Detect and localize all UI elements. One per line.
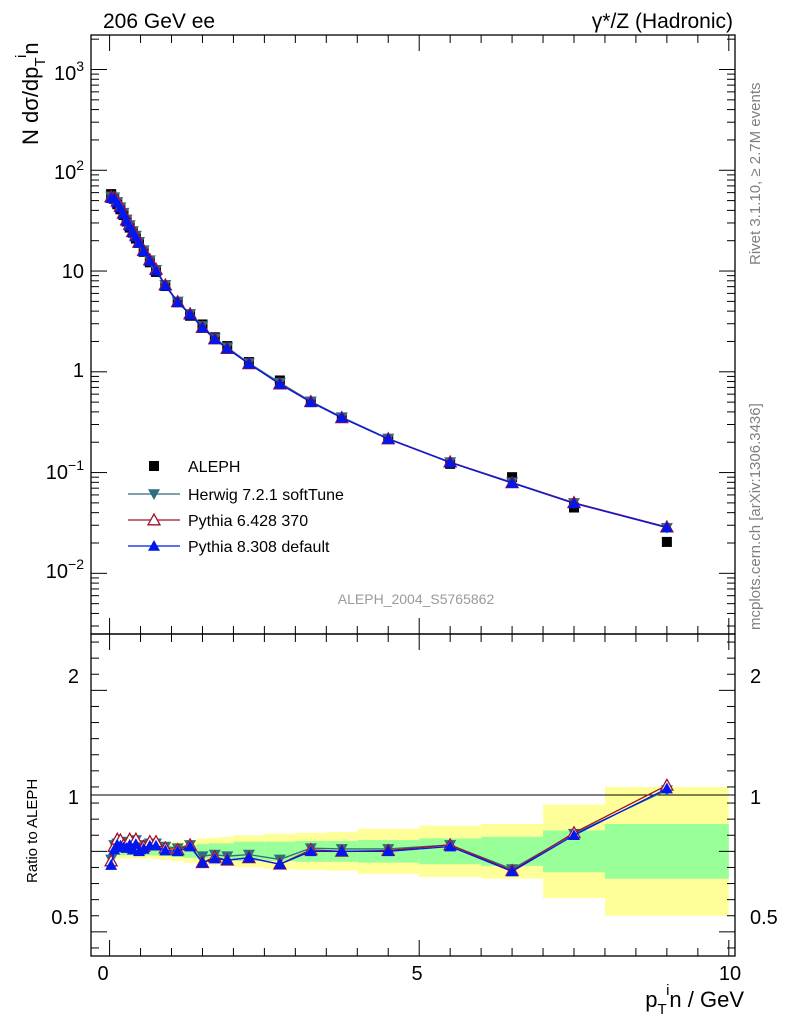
data-point: [150, 264, 163, 276]
inner-band-segment: [152, 847, 160, 856]
data-point: [661, 536, 672, 547]
main-y-tick-label: 102: [54, 157, 84, 184]
data-point: [171, 296, 184, 308]
ratio-y-axis-label: Ratio to ALEPH: [24, 779, 41, 883]
legend-label: Herwig 7.2.1 softTune: [188, 487, 344, 504]
ratio-point: [159, 844, 172, 856]
series-line: [111, 197, 668, 529]
ratio-y-tick-label-left: 2: [68, 666, 79, 688]
data-point: [143, 254, 156, 266]
data-point: [568, 497, 580, 509]
ratio-point: [221, 854, 234, 866]
main-y-tick-labels: 10−2 10−1 1 10 102 103: [46, 58, 84, 583]
ratio-point: [382, 845, 395, 857]
legend-marker: [146, 512, 162, 526]
ratio-point: [660, 782, 673, 794]
legend-label: ALEPH: [188, 459, 240, 476]
data-point: [196, 321, 209, 333]
ratio-point: [150, 839, 163, 851]
x-tick-label: 10: [719, 963, 741, 985]
ratio-panel-frame: [90, 633, 736, 957]
x-tick-labels: 0 5 10: [97, 963, 741, 985]
series-line: [110, 196, 668, 528]
ratio-y-tick-label-left: 0.5: [51, 907, 79, 929]
data-point: [221, 342, 234, 354]
data-point: [159, 279, 172, 291]
ratio-point: [506, 865, 519, 877]
ratio-point: [335, 845, 348, 857]
data-point: [382, 433, 395, 444]
ratio-point: [196, 856, 209, 868]
legend-marker: [148, 489, 160, 500]
data-point: [335, 411, 348, 423]
data-point: [304, 396, 317, 407]
ratio-y-tick-labels: 2 1 0.5 2 1 0.5: [51, 666, 778, 929]
ratio-point: [184, 840, 197, 852]
series-line: [110, 195, 668, 529]
inner-band-segment: [604, 823, 729, 879]
header-right: γ*/Z (Hadronic): [592, 10, 733, 33]
ratio-point: [568, 829, 580, 841]
ratio-point: [208, 852, 221, 864]
ratio-panel-series: [104, 778, 674, 877]
ratio-point: [105, 859, 118, 870]
ratio-y-tick-label-right: 0.5: [750, 907, 778, 929]
data-point: [660, 521, 673, 533]
ratio-y-tick-label-left: 1: [68, 787, 79, 809]
series-pythia-6-428-370: [104, 189, 674, 533]
legend-entry-pythia-8-308-default: Pythia 8.308 default: [128, 539, 330, 556]
legend-entry-aleph: ALEPH: [149, 459, 240, 476]
data-point: [506, 477, 519, 488]
legend-marker: [149, 461, 159, 471]
header-left: 206 GeV ee: [103, 10, 215, 33]
main-y-tick-label: 1: [73, 360, 84, 382]
main-panel-series: [104, 189, 674, 547]
axis-ticks: [91, 35, 735, 956]
x-tick-label: 0: [97, 963, 108, 985]
data-point: [208, 333, 221, 345]
main-y-tick-label: 10−1: [46, 457, 84, 484]
ratio-point: [137, 842, 150, 854]
ratio-series-pythia-8-308-default: [105, 782, 673, 877]
main-y-tick-label: 10: [62, 261, 84, 283]
x-tick-label: 5: [411, 963, 422, 985]
mcplots-source-label: mcplots.cern.ch [arXiv:1306.3436]: [747, 403, 764, 630]
data-point: [444, 456, 457, 468]
ratio-point: [304, 845, 317, 857]
data-point: [184, 308, 197, 320]
ratio-point: [273, 858, 286, 870]
legend-marker: [148, 540, 160, 551]
series-pythia-8-308-default: [105, 192, 673, 533]
data-point: [137, 245, 150, 257]
data-point: [242, 357, 255, 369]
main-y-axis-label: N dσ/dpTin: [13, 42, 49, 145]
rivet-version-label: Rivet 3.1.10, ≥ 2.7M events: [747, 82, 764, 266]
analysis-id: ALEPH_2004_S5765862: [338, 591, 495, 607]
data-point: [273, 378, 286, 389]
main-y-tick-label: 103: [54, 58, 84, 85]
ratio-uncertainty-bands: [109, 786, 729, 916]
ratio-y-tick-label-right: 2: [750, 666, 761, 688]
legend-entry-herwig-7-2-1-softtune: Herwig 7.2.1 softTune: [128, 487, 344, 504]
x-axis-label: pTin / GeV: [645, 982, 744, 1018]
legend-label: Pythia 8.308 default: [188, 539, 330, 556]
ratio-point: [171, 845, 184, 857]
ratio-point: [444, 840, 457, 852]
ratio-point: [242, 851, 255, 863]
ratio-y-tick-label-right: 1: [750, 787, 761, 809]
data-point: [132, 236, 145, 248]
main-y-tick-label: 10−2: [46, 556, 84, 583]
series-herwig-7-2-1-softtune: [105, 191, 673, 534]
legend: ALEPH Herwig 7.2.1 softTune Pythia 6.428 3…: [128, 459, 344, 556]
legend-entry-pythia-6-428-370: Pythia 6.428 370: [128, 512, 308, 530]
legend-label: Pythia 6.428 370: [188, 513, 308, 530]
